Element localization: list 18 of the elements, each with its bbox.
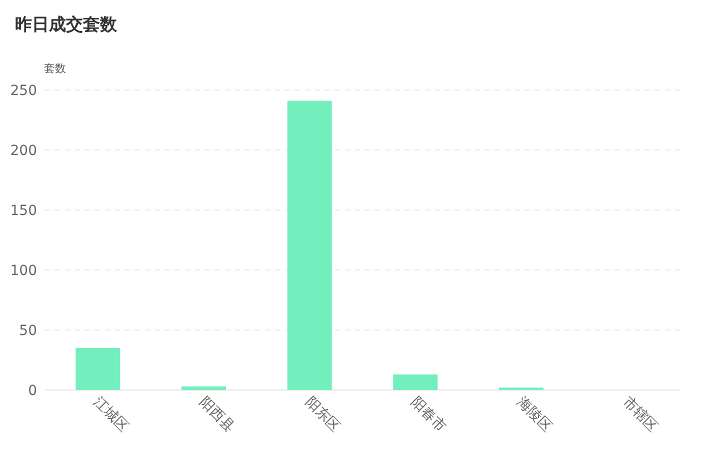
bar xyxy=(393,374,438,390)
chart-title: 昨日成交套数 xyxy=(15,15,118,35)
y-tick-label: 250 xyxy=(10,83,37,99)
y-tick-label: 200 xyxy=(10,143,37,159)
y-tick-label: 150 xyxy=(10,203,37,219)
y-tick-label: 50 xyxy=(19,323,37,339)
y-tick-label: 100 xyxy=(10,263,37,279)
x-tick-label: 阳西县 xyxy=(196,394,238,436)
y-tick-label: 0 xyxy=(28,383,37,399)
x-tick-label: 阳东区 xyxy=(302,394,344,436)
bar xyxy=(287,100,332,390)
x-tick-label: 阳春市 xyxy=(408,394,449,436)
y-axis-title: 套数 xyxy=(44,62,66,75)
bar xyxy=(182,386,226,390)
x-tick-label: 市辖区 xyxy=(620,394,661,436)
x-tick-label: 海陵区 xyxy=(514,394,555,436)
bar xyxy=(76,348,120,390)
x-tick-label: 江城区 xyxy=(90,394,132,436)
